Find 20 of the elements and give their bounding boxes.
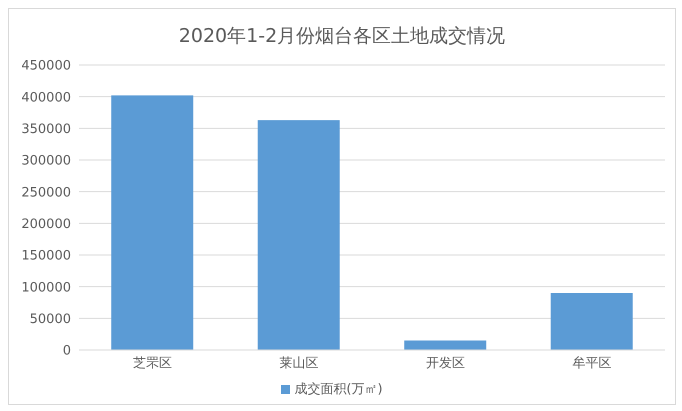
y-tick-label: 200000 [21,216,71,232]
x-tick-label: 芝罘区 [132,356,172,372]
y-tick-label: 450000 [21,58,71,74]
bar [258,120,340,350]
bar [550,293,633,350]
bar [404,340,486,350]
y-tick-label: 100000 [21,280,71,296]
y-tick-label: 400000 [21,90,71,106]
bar [111,95,194,350]
y-tick-label: 300000 [21,154,71,169]
y-tick-label: 0 [62,344,71,359]
legend-label: 成交面积(万㎡) [294,382,383,397]
y-tick-label: 250000 [21,185,71,200]
x-tick-label: 开发区 [426,356,465,372]
x-tick-label: 牟平区 [572,356,612,372]
y-tick-label: 150000 [21,248,71,264]
chart-title: 2020年1-2月份烟台各区土地成交情况 [178,24,506,49]
y-tick-label: 350000 [21,122,71,137]
y-tick-label: 50000 [30,312,71,327]
x-tick-label: 莱山区 [279,356,318,372]
